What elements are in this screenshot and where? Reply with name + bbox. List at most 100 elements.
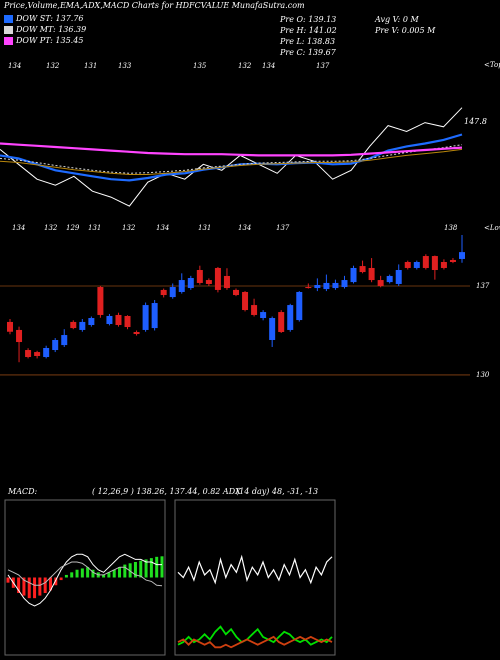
tops-value: 134 <box>8 62 21 70</box>
lows-value: 137 <box>276 224 290 232</box>
candle-body <box>386 275 393 283</box>
histogram-bar <box>48 577 52 591</box>
series-line <box>7 553 162 607</box>
candle-body <box>61 335 68 346</box>
candle-body <box>278 312 285 332</box>
info-text: Pre V: 0.005 M <box>374 26 436 35</box>
candle-body <box>205 280 212 284</box>
candle-body <box>314 284 321 289</box>
candle-body <box>233 289 239 296</box>
adx-params: (14 day) 48, -31, -13 <box>236 487 318 496</box>
legend-swatch <box>4 15 13 23</box>
candle-body <box>269 318 276 340</box>
legend-entry: DOW PT: 135.45 <box>15 36 83 45</box>
candle-body <box>34 352 41 356</box>
series-line <box>0 107 463 207</box>
lows-value: 134 <box>238 224 251 232</box>
candle-body <box>115 314 122 326</box>
candle-body <box>251 305 258 315</box>
lows-label: <Lows <box>484 224 500 232</box>
tops-label: <Tops <box>484 61 500 69</box>
histogram-bar <box>17 577 21 593</box>
info-text: Pre L: 138.83 <box>279 37 335 46</box>
candle-body <box>341 280 348 288</box>
histogram-bar <box>33 577 37 599</box>
tops-value: 133 <box>118 62 132 70</box>
histogram-bar <box>43 577 47 593</box>
tops-value: 134 <box>262 62 275 70</box>
candle-body <box>88 318 95 326</box>
tops-value: 131 <box>84 62 97 70</box>
macd-label: MACD: <box>7 487 38 496</box>
macd-params: ( 12,26,9 ) 138.26, 137.44, 0.82 ADX <box>92 487 241 496</box>
candle-body <box>440 262 447 268</box>
macd-panel <box>4 499 166 656</box>
series-line <box>177 554 333 585</box>
candle-body <box>16 329 23 343</box>
histogram-bar <box>112 569 116 578</box>
histogram-bar <box>102 574 106 578</box>
lows-value: 129 <box>66 224 80 232</box>
candle-body <box>368 267 375 281</box>
candle-body <box>169 287 176 298</box>
candle-body <box>97 287 104 315</box>
series-line <box>0 148 463 175</box>
lows-value: 132 <box>122 224 136 232</box>
legend-entry: DOW MT: 136.39 <box>15 25 86 34</box>
histogram-bar <box>107 572 111 578</box>
lows-value: 138 <box>444 224 458 232</box>
series-line <box>0 142 463 157</box>
histogram-bar <box>123 564 127 578</box>
candle-body <box>287 305 294 330</box>
histogram-bar <box>22 577 26 596</box>
candle-body <box>214 267 221 290</box>
info-text: Pre C: 139.67 <box>279 48 337 57</box>
tops-value: 132 <box>46 62 60 70</box>
histogram-bar <box>86 567 90 578</box>
histogram-bar <box>59 577 63 581</box>
candle-body <box>52 339 59 351</box>
histogram-bar <box>6 577 10 583</box>
annotation: 147.8 <box>464 117 487 126</box>
histogram-bar <box>80 568 84 578</box>
candle-body <box>70 321 77 329</box>
y-tick-label: 137 <box>476 282 490 290</box>
candle-body <box>377 280 384 287</box>
lows-value: 131 <box>88 224 101 232</box>
histogram-bar <box>133 562 137 578</box>
lows-value: 134 <box>12 224 25 232</box>
histogram-bar <box>91 569 95 578</box>
tops-value: 135 <box>193 62 207 70</box>
info-text: Avg V: 0 M <box>374 15 419 24</box>
candle-body <box>449 259 456 263</box>
histogram-bar <box>118 567 122 578</box>
legend-swatch <box>4 26 13 34</box>
candle-body <box>305 287 312 289</box>
candle-body <box>395 270 402 284</box>
lows-value: 131 <box>198 224 211 232</box>
candle-body <box>124 315 131 328</box>
histogram-bar <box>70 572 74 578</box>
histogram-bar <box>75 569 79 578</box>
histogram-bar <box>144 559 148 578</box>
candle-body <box>133 331 140 335</box>
histogram-bar <box>149 558 153 578</box>
candle-body <box>323 282 330 290</box>
candle-body <box>160 289 167 296</box>
candle-body <box>431 256 438 271</box>
tops-value: 137 <box>316 62 330 70</box>
histogram-bar <box>155 556 159 578</box>
tops-value: 132 <box>238 62 252 70</box>
candle-body <box>25 350 32 358</box>
lows-value: 132 <box>44 224 58 232</box>
candle-body <box>260 312 267 319</box>
series-line <box>177 625 333 646</box>
histogram-bar <box>139 560 143 578</box>
info-text: Pre H: 141.02 <box>279 26 337 35</box>
histogram-bar <box>27 577 31 599</box>
legend-swatch <box>4 37 13 45</box>
info-text: Pre O: 139.13 <box>279 15 336 24</box>
candle-body <box>350 267 357 283</box>
series-line <box>177 635 333 649</box>
